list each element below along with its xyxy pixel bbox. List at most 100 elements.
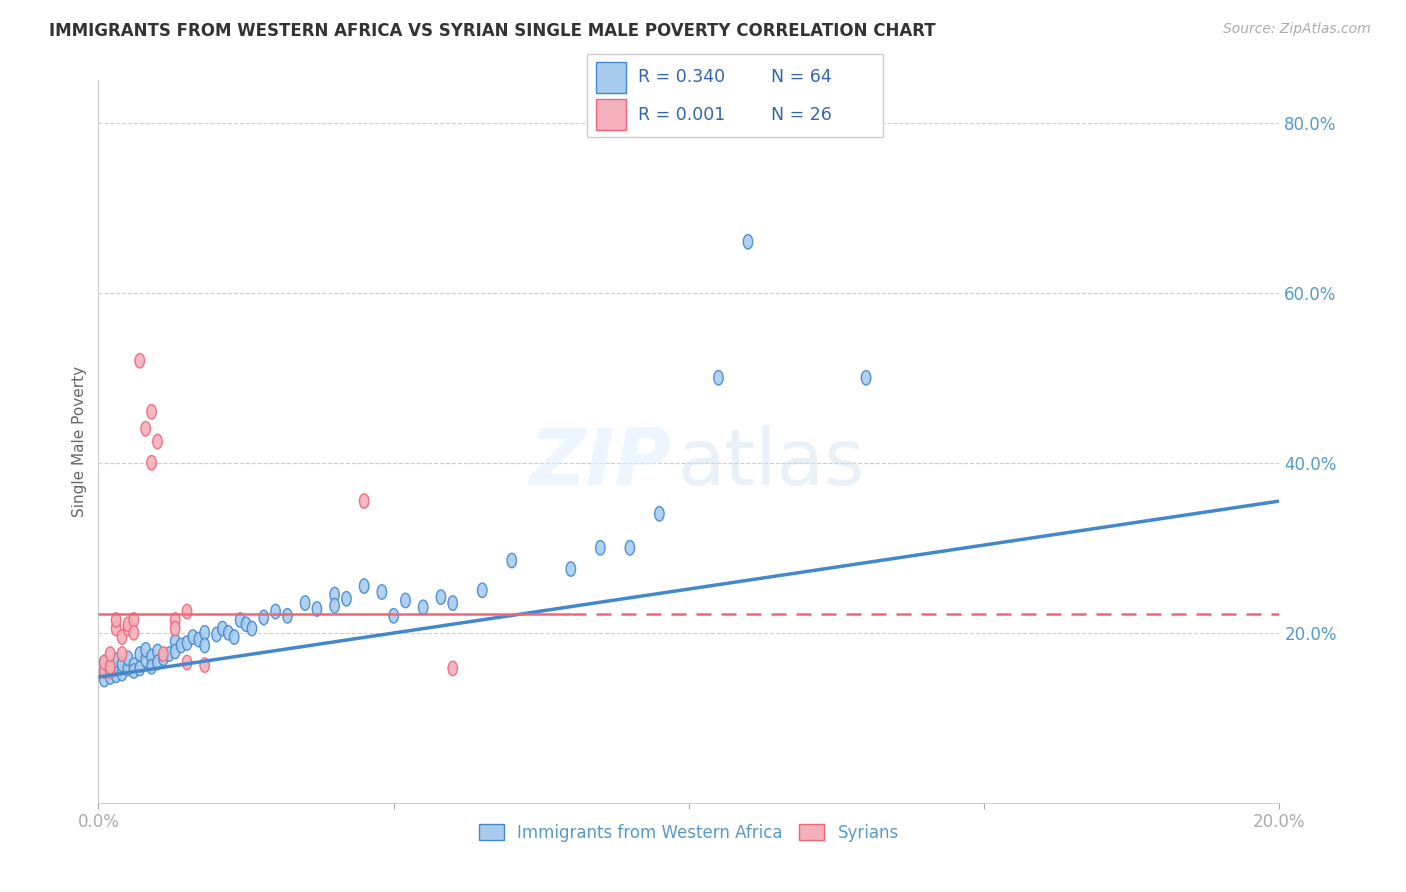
Ellipse shape	[330, 587, 339, 602]
Ellipse shape	[159, 647, 169, 661]
Ellipse shape	[129, 664, 139, 678]
Ellipse shape	[508, 553, 516, 568]
Text: Source: ZipAtlas.com: Source: ZipAtlas.com	[1223, 22, 1371, 37]
Ellipse shape	[153, 434, 162, 449]
Ellipse shape	[200, 658, 209, 673]
Ellipse shape	[312, 602, 322, 616]
Ellipse shape	[105, 664, 115, 678]
Ellipse shape	[183, 636, 191, 650]
Ellipse shape	[135, 661, 145, 676]
Ellipse shape	[301, 596, 309, 610]
Ellipse shape	[170, 644, 180, 658]
Text: N = 26: N = 26	[770, 105, 832, 123]
Ellipse shape	[596, 541, 605, 555]
Ellipse shape	[449, 661, 457, 676]
Ellipse shape	[117, 657, 127, 672]
Bar	[596, 62, 626, 93]
Ellipse shape	[124, 661, 132, 676]
Ellipse shape	[124, 622, 132, 636]
Ellipse shape	[111, 661, 121, 676]
Ellipse shape	[105, 670, 115, 684]
Ellipse shape	[200, 625, 209, 640]
Legend: Immigrants from Western Africa, Syrians: Immigrants from Western Africa, Syrians	[472, 817, 905, 848]
Ellipse shape	[153, 644, 162, 658]
Ellipse shape	[135, 353, 145, 368]
Ellipse shape	[100, 664, 110, 678]
Ellipse shape	[194, 632, 204, 647]
Text: R = 0.001: R = 0.001	[638, 105, 725, 123]
Ellipse shape	[436, 590, 446, 604]
Ellipse shape	[714, 370, 723, 385]
Y-axis label: Single Male Poverty: Single Male Poverty	[72, 366, 87, 517]
Ellipse shape	[360, 579, 368, 593]
Ellipse shape	[165, 647, 174, 661]
Ellipse shape	[242, 617, 250, 632]
Ellipse shape	[259, 610, 269, 624]
Ellipse shape	[283, 608, 292, 623]
Ellipse shape	[478, 583, 486, 598]
Ellipse shape	[141, 642, 150, 657]
FancyBboxPatch shape	[586, 54, 883, 137]
Ellipse shape	[100, 673, 110, 687]
Ellipse shape	[105, 659, 115, 674]
Ellipse shape	[330, 599, 339, 613]
Ellipse shape	[342, 591, 352, 606]
Ellipse shape	[100, 656, 110, 670]
Ellipse shape	[389, 608, 398, 623]
Ellipse shape	[111, 613, 121, 627]
Ellipse shape	[401, 593, 411, 607]
Ellipse shape	[183, 656, 191, 670]
Ellipse shape	[111, 653, 121, 667]
Ellipse shape	[100, 656, 110, 670]
Ellipse shape	[176, 639, 186, 653]
Text: R = 0.340: R = 0.340	[638, 69, 725, 87]
Ellipse shape	[153, 656, 162, 670]
Ellipse shape	[105, 647, 115, 661]
Ellipse shape	[744, 235, 752, 249]
Ellipse shape	[200, 639, 209, 653]
Ellipse shape	[111, 668, 121, 682]
Ellipse shape	[105, 659, 115, 674]
Ellipse shape	[141, 653, 150, 667]
Ellipse shape	[129, 613, 139, 627]
Ellipse shape	[626, 541, 634, 555]
Ellipse shape	[377, 585, 387, 599]
Ellipse shape	[124, 617, 132, 632]
Ellipse shape	[862, 370, 870, 385]
Ellipse shape	[141, 422, 150, 436]
Ellipse shape	[117, 666, 127, 681]
Ellipse shape	[235, 613, 245, 627]
Ellipse shape	[105, 664, 115, 678]
Ellipse shape	[170, 622, 180, 636]
Ellipse shape	[146, 456, 156, 470]
Ellipse shape	[360, 494, 368, 508]
Ellipse shape	[229, 630, 239, 644]
Text: IMMIGRANTS FROM WESTERN AFRICA VS SYRIAN SINGLE MALE POVERTY CORRELATION CHART: IMMIGRANTS FROM WESTERN AFRICA VS SYRIAN…	[49, 22, 936, 40]
Bar	[596, 99, 626, 129]
Ellipse shape	[271, 604, 280, 619]
Ellipse shape	[111, 622, 121, 636]
Ellipse shape	[224, 625, 233, 640]
Ellipse shape	[146, 659, 156, 674]
Text: N = 64: N = 64	[770, 69, 832, 87]
Ellipse shape	[170, 613, 180, 627]
Ellipse shape	[183, 604, 191, 619]
Ellipse shape	[100, 664, 110, 678]
Ellipse shape	[419, 600, 427, 615]
Ellipse shape	[117, 647, 127, 661]
Text: atlas: atlas	[678, 425, 865, 501]
Ellipse shape	[212, 627, 221, 641]
Ellipse shape	[129, 625, 139, 640]
Text: ZIP: ZIP	[529, 425, 671, 501]
Ellipse shape	[218, 622, 228, 636]
Ellipse shape	[159, 651, 169, 665]
Ellipse shape	[124, 651, 132, 665]
Ellipse shape	[117, 630, 127, 644]
Ellipse shape	[247, 622, 257, 636]
Ellipse shape	[449, 596, 457, 610]
Ellipse shape	[129, 658, 139, 673]
Ellipse shape	[146, 649, 156, 664]
Ellipse shape	[146, 405, 156, 419]
Ellipse shape	[188, 630, 198, 644]
Ellipse shape	[655, 507, 664, 521]
